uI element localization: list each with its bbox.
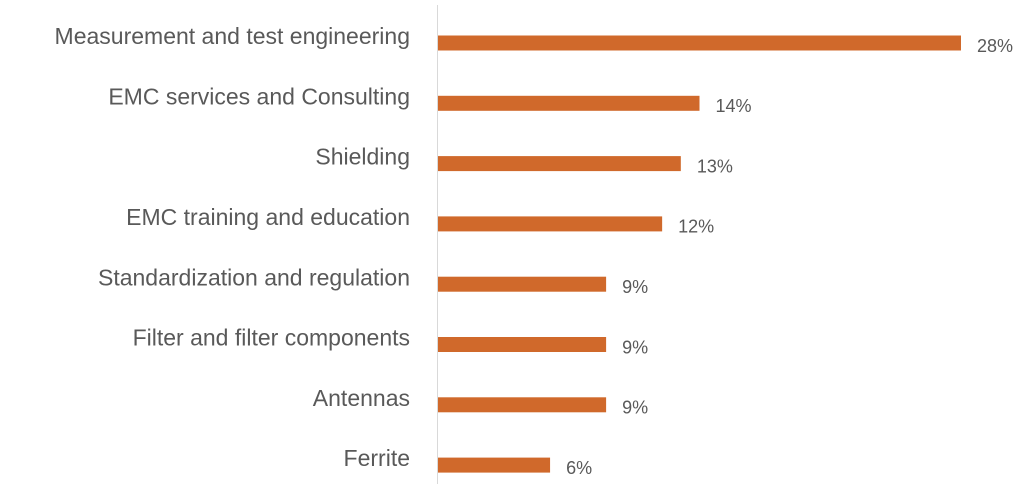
value-label: 6% — [566, 458, 592, 478]
category-label: Standardization and regulation — [98, 264, 410, 290]
category-label: EMC training and education — [126, 204, 410, 230]
category-label: Antennas — [313, 385, 410, 411]
category-label: Ferrite — [344, 445, 410, 471]
value-label: 12% — [678, 217, 714, 237]
category-label: EMC services and Consulting — [108, 83, 410, 109]
value-label: 9% — [622, 277, 648, 297]
value-label: 13% — [697, 156, 733, 176]
bar — [438, 95, 700, 111]
category-label: Measurement and test engineering — [55, 23, 410, 49]
value-label: 28% — [977, 36, 1013, 56]
value-label: 9% — [622, 337, 648, 357]
category-label: Shielding — [315, 144, 410, 170]
bar — [438, 35, 961, 51]
category-label: Filter and filter components — [133, 325, 410, 351]
bar — [438, 397, 607, 413]
bar — [438, 276, 607, 292]
value-label: 9% — [622, 398, 648, 418]
value-label: 14% — [716, 96, 752, 116]
bar — [438, 216, 663, 232]
bar — [438, 457, 551, 473]
bar — [438, 156, 681, 172]
bar — [438, 337, 607, 352]
